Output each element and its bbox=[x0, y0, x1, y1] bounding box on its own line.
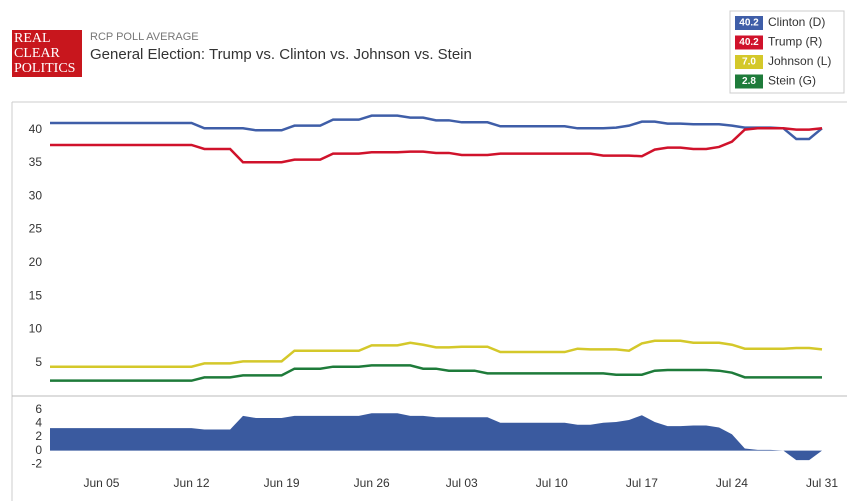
series-line bbox=[50, 364, 822, 382]
y-tick-label: 20 bbox=[29, 255, 43, 269]
spread-area bbox=[50, 413, 822, 461]
logo-text: POLITICS bbox=[14, 61, 75, 76]
legend-badge bbox=[735, 74, 763, 89]
series-line bbox=[50, 114, 823, 141]
series-line bbox=[50, 339, 823, 368]
x-tick-label: Jun 19 bbox=[264, 476, 300, 490]
x-tick-label: Jul 24 bbox=[716, 476, 748, 490]
legend-value: 7.0 bbox=[742, 57, 756, 68]
x-tick-label: Jun 12 bbox=[174, 476, 210, 490]
legend-label: Stein (G) bbox=[768, 74, 816, 88]
y-tick-label: 10 bbox=[29, 322, 43, 336]
subtitle: RCP POLL AVERAGE bbox=[90, 31, 199, 43]
y-tick-label: 5 bbox=[35, 355, 42, 369]
legend-label: Clinton (D) bbox=[768, 15, 825, 29]
logo-text: CLEAR bbox=[14, 46, 61, 61]
y-tick-label: 2 bbox=[35, 429, 42, 443]
legend-badge bbox=[735, 35, 763, 50]
y-tick-label: 0 bbox=[35, 443, 42, 457]
y-tick-label: 35 bbox=[29, 155, 43, 169]
legend-value: 40.2 bbox=[739, 37, 759, 48]
y-tick-label: 40 bbox=[29, 122, 43, 136]
legend-label: Johnson (L) bbox=[768, 54, 831, 68]
y-tick-label: 15 bbox=[29, 288, 43, 302]
y-tick-label: 6 bbox=[35, 402, 42, 416]
x-tick-label: Jul 03 bbox=[446, 476, 478, 490]
legend-badge bbox=[735, 16, 763, 30]
legend-value: 40.2 bbox=[739, 18, 759, 29]
logo-box bbox=[12, 30, 82, 77]
x-tick-label: Jun 26 bbox=[354, 476, 390, 490]
legend-badge bbox=[735, 55, 763, 69]
y-tick-label: 25 bbox=[29, 222, 43, 236]
logo-text: REAL bbox=[14, 31, 51, 46]
x-tick-label: Jul 17 bbox=[626, 476, 658, 490]
legend-label: Trump (R) bbox=[768, 35, 822, 49]
x-tick-label: Jul 10 bbox=[536, 476, 568, 490]
legend-value: 2.8 bbox=[742, 76, 756, 87]
chart-title: General Election: Trump vs. Clinton vs. … bbox=[90, 46, 472, 63]
y-tick-label: 4 bbox=[35, 416, 42, 430]
y-tick-label: -2 bbox=[31, 456, 42, 470]
y-tick-label: 30 bbox=[29, 188, 43, 202]
x-tick-label: Jun 05 bbox=[83, 476, 119, 490]
series-line bbox=[50, 127, 823, 164]
x-tick-label: Jul 31 bbox=[806, 476, 838, 490]
